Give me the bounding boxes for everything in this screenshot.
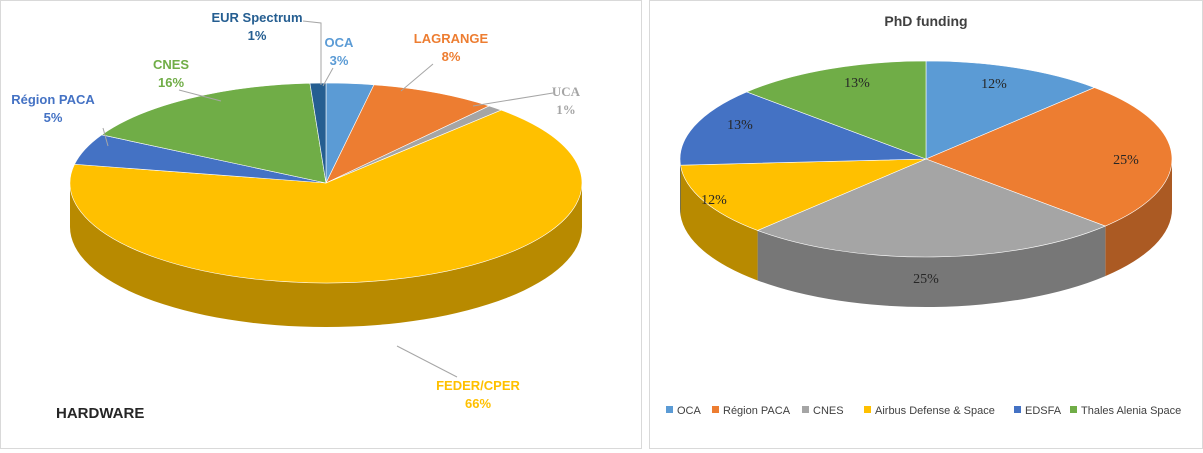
phd-value-thales-alenia-space: 13% <box>844 76 870 91</box>
hardware-label-eur-spectrum: EUR Spectrum <box>211 10 302 25</box>
phd-legend-label-region-paca: Région PACA <box>723 405 791 417</box>
hardware-label-feder-cper: FEDER/CPER <box>436 378 520 393</box>
hardware-leader-feder-cper <box>397 346 457 377</box>
hardware-pie-chart: OCA 3% LAGRANGE 8% UCA 1% FEDER/CPER 66% Région … <box>1 1 641 448</box>
phd-legend-label-airbus-defense-space: Airbus Defense & Space <box>875 405 995 417</box>
phd-value-region-paca: 25% <box>1113 153 1139 168</box>
phd-chart-title: PhD funding <box>884 13 967 29</box>
hardware-chart-panel: OCA 3% LAGRANGE 8% UCA 1% FEDER/CPER 66% Région … <box>0 0 642 449</box>
hardware-value-uca: 1% <box>556 102 576 117</box>
hardware-leader-eur-spectrum <box>303 21 321 85</box>
hardware-value-cnes: 16% <box>158 75 184 90</box>
hardware-leader-uca <box>473 93 553 106</box>
phd-legend-label-cnes: CNES <box>813 405 844 417</box>
phd-legend-label-thales-alenia-space: Thales Alenia Space <box>1081 405 1181 417</box>
phd-value-edsfa: 13% <box>727 118 753 133</box>
phd-value-airbus-defense-space: 12% <box>701 193 727 208</box>
phd-legend-swatch-thales-alenia-space <box>1070 406 1077 413</box>
hardware-label-uca: UCA <box>552 84 581 99</box>
phd-legend-swatch-edsfa <box>1014 406 1021 413</box>
phd-legend-swatch-cnes <box>802 406 809 413</box>
hardware-value-lagrange: 8% <box>442 49 461 64</box>
phd-value-cnes: 25% <box>913 272 939 287</box>
phd-legend-swatch-region-paca <box>712 406 719 413</box>
hardware-value-region-paca: 5% <box>44 110 63 125</box>
hardware-value-feder-cper: 66% <box>465 396 491 411</box>
phd-value-oca: 12% <box>981 77 1007 92</box>
phd-funding-pie-chart: PhD funding 12% 25% 25% 12% 13% 13% OCA Région P… <box>650 1 1202 448</box>
phd-legend-swatch-oca <box>666 406 673 413</box>
phd-legend-label-edsfa: EDSFA <box>1025 405 1062 417</box>
phd-legend-swatch-airbus-defense-space <box>864 406 871 413</box>
phd-funding-chart-panel: PhD funding 12% 25% 25% 12% 13% 13% OCA Région P… <box>649 0 1203 449</box>
hardware-leader-lagrange <box>401 64 433 91</box>
hardware-value-oca: 3% <box>330 53 349 68</box>
hardware-value-eur-spectrum: 1% <box>248 28 267 43</box>
hardware-label-oca: OCA <box>325 35 355 50</box>
phd-legend-label-oca: OCA <box>677 405 702 417</box>
hardware-chart-title: HARDWARE <box>56 405 144 422</box>
hardware-label-region-paca: Région PACA <box>11 92 95 107</box>
hardware-label-lagrange: LAGRANGE <box>414 31 489 46</box>
phd-legend: OCA Région PACA CNES Airbus Defense & Space… <box>666 405 1181 417</box>
hardware-label-cnes: CNES <box>153 57 189 72</box>
